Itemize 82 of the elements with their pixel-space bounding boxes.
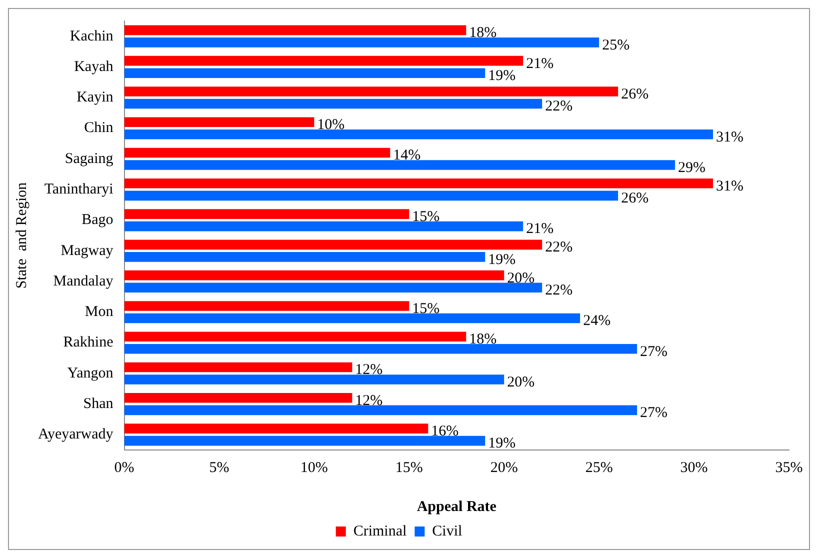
y-tick-label: Sagaing [64, 150, 114, 167]
data-label: 12% [355, 392, 383, 409]
bar [124, 25, 466, 36]
data-label: 18% [469, 25, 497, 42]
x-tick-label: 20% [490, 460, 518, 476]
y-tick-label: Mandalay [53, 273, 114, 290]
bar [124, 160, 676, 170]
bar [124, 332, 466, 342]
y-tick-label: Kayin [76, 90, 114, 106]
data-label: 26% [621, 190, 649, 207]
bar [124, 221, 524, 232]
data-label: 14% [393, 148, 421, 164]
y-tick-label: Tanintharyi [44, 181, 114, 198]
y-tick-label: Bago [82, 212, 114, 228]
y-axis-title: State and Region [14, 182, 30, 289]
data-label: 21% [526, 221, 554, 238]
x-tick-label: 0% [114, 460, 134, 476]
x-tick-label: 5% [209, 460, 230, 476]
legend-label: Criminal [353, 523, 407, 540]
bar [124, 424, 428, 434]
data-label: 16% [431, 423, 459, 440]
bar [124, 313, 580, 324]
data-label: 25% [602, 37, 630, 54]
data-label: 20% [507, 374, 535, 390]
data-label: 21% [526, 56, 554, 72]
bar [124, 117, 314, 128]
legend-label: Civil [432, 523, 462, 540]
y-tick-label: Magway [60, 242, 114, 259]
bar [124, 270, 504, 280]
bar [124, 436, 486, 446]
data-label: 22% [545, 282, 573, 299]
data-label: 15% [412, 208, 440, 225]
data-label: 24% [583, 313, 611, 330]
bar [124, 240, 542, 250]
bar [124, 86, 618, 96]
bar [124, 38, 600, 48]
bar [124, 129, 714, 140]
y-tick-label: Ayeyarwady [38, 426, 114, 443]
bar [124, 393, 352, 403]
bar [124, 374, 504, 384]
x-axis-title: Appeal Rate [416, 498, 497, 515]
data-label: 22% [545, 98, 573, 115]
x-tick-label: 30% [680, 460, 708, 476]
y-tick-label: Kayah [74, 58, 114, 75]
data-label: 29% [678, 160, 706, 176]
y-tick-label: Chin [84, 120, 114, 136]
data-label: 31% [716, 129, 744, 146]
data-label: 19% [488, 68, 516, 84]
x-tick-label: 25% [585, 460, 613, 476]
y-tick-label: Kachin [70, 28, 114, 44]
bar [124, 148, 390, 158]
data-label: 19% [488, 252, 516, 268]
data-label: 10% [317, 117, 345, 134]
bar [124, 252, 486, 262]
bar [124, 209, 410, 219]
data-label: 27% [640, 405, 668, 422]
x-tick-label: 35% [775, 460, 803, 476]
bar [124, 98, 542, 109]
bar [124, 56, 524, 66]
bar [124, 301, 410, 311]
bar [124, 344, 638, 354]
x-tick-label: 10% [300, 460, 328, 476]
y-tick-label: Shan [83, 396, 114, 412]
bar [124, 190, 618, 201]
bar [124, 282, 542, 292]
y-tick-label: Rakhine [63, 334, 114, 351]
bar [124, 178, 714, 188]
data-label: 12% [355, 362, 383, 378]
data-label: 27% [640, 344, 668, 360]
y-tick-label: Mon [84, 304, 114, 320]
data-label: 20% [507, 270, 535, 286]
data-label: 31% [716, 178, 744, 194]
data-label: 18% [469, 332, 497, 348]
data-label: 22% [545, 240, 573, 256]
data-label: 15% [412, 300, 440, 317]
bar [124, 405, 638, 416]
y-tick-label: Yangon [67, 365, 114, 382]
x-tick-label: 15% [395, 460, 423, 476]
data-label: 19% [488, 436, 516, 452]
bar [124, 362, 352, 372]
data-label: 26% [621, 86, 649, 102]
bar [124, 68, 486, 78]
